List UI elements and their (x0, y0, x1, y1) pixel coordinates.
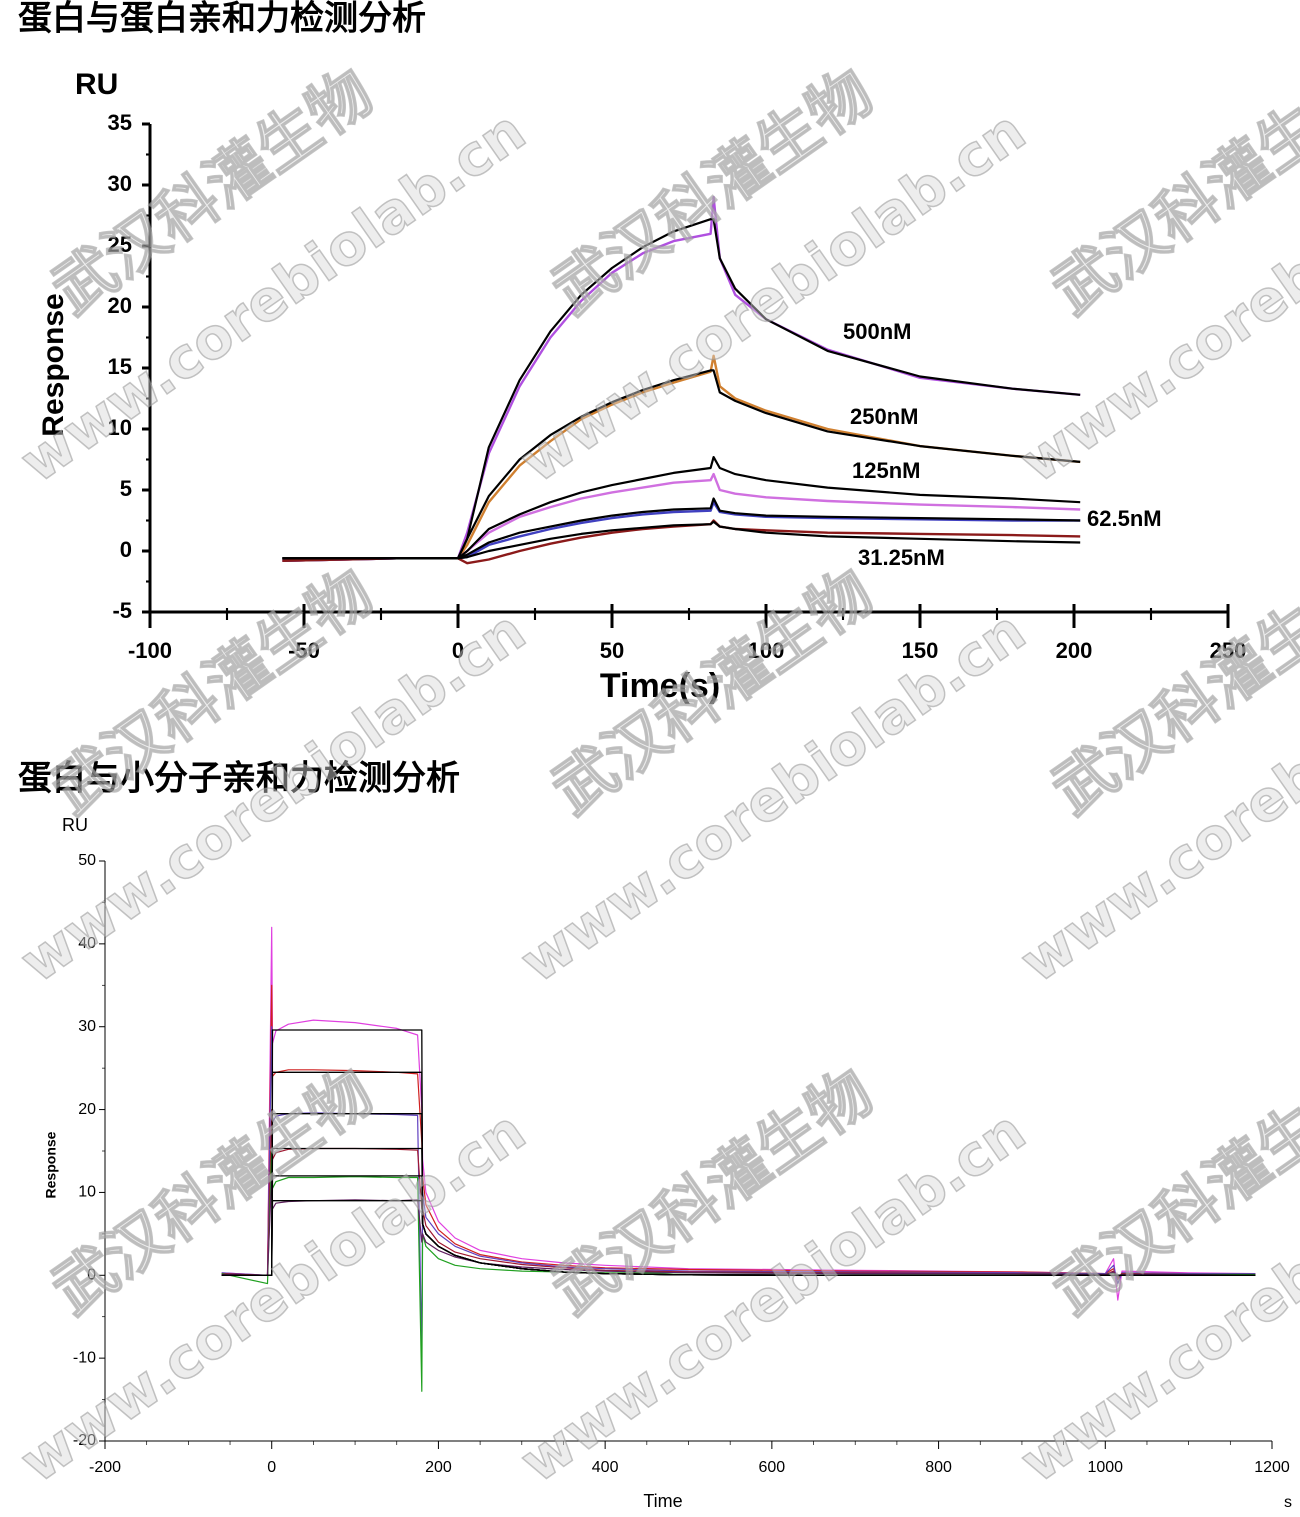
series-label: 31.25nM (858, 545, 945, 570)
x-tick-label: 100 (748, 638, 785, 663)
data-line (282, 472, 1081, 562)
chart-title: 蛋白与蛋白亲和力检测分析 (18, 0, 426, 39)
y-tick-label: 35 (108, 110, 132, 135)
x-axis-label: Time (643, 1491, 682, 1511)
fit-line (282, 369, 1081, 560)
series-label: 250nM (850, 404, 918, 429)
y-tick-label: 30 (108, 171, 132, 196)
y-tick-label: 20 (78, 1101, 96, 1118)
data-line (221, 1026, 1256, 1359)
y-tick-label: 20 (108, 293, 132, 318)
x-tick-label: 1000 (1087, 1459, 1123, 1476)
data-line (282, 519, 1081, 565)
x-tick-label: 200 (1056, 638, 1093, 663)
x-tick-label: -100 (128, 638, 172, 663)
y-unit: RU (62, 815, 88, 835)
y-axis-label: Response (43, 1131, 59, 1198)
fit-line (282, 520, 1081, 560)
y-tick-label: 10 (108, 415, 132, 440)
data-line (282, 501, 1081, 562)
fit-line (282, 456, 1081, 560)
y-tick-label: 25 (108, 232, 132, 257)
x-unit: s (1284, 1494, 1292, 1511)
fit-line (282, 218, 1081, 560)
chart-title: 蛋白与小分子亲和力检测分析 (18, 759, 460, 799)
data-line (221, 1175, 1256, 1278)
x-tick-label: 150 (902, 638, 939, 663)
x-tick-label: 800 (925, 1459, 952, 1476)
y-tick-label: 5 (120, 476, 132, 501)
y-tick-label: 30 (78, 1018, 96, 1035)
x-tick-label: -200 (89, 1459, 121, 1476)
y-tick-label: -20 (73, 1432, 96, 1449)
y-tick-label: -10 (73, 1349, 96, 1366)
data-line (221, 926, 1256, 1301)
data-line (282, 354, 1081, 562)
x-tick-label: 0 (267, 1459, 276, 1476)
series-label: 500nM (843, 319, 911, 344)
y-tick-label: 0 (120, 537, 132, 562)
fit-line (221, 1200, 1256, 1276)
y-axis-label: Response (37, 293, 70, 436)
x-tick-label: 50 (600, 638, 624, 663)
x-tick-label: 600 (759, 1459, 786, 1476)
x-tick-label: -50 (288, 638, 320, 663)
fit-line (282, 497, 1081, 560)
chart: -20 -10 0 10 20 30 40 50 -200 0 200 400 600 800 1000 12… (73, 852, 1290, 1476)
y-unit: RU (75, 68, 118, 101)
data-line (221, 984, 1256, 1280)
x-axis-label: Time(s) (600, 667, 720, 705)
y-tick-label: 15 (108, 354, 132, 379)
x-tick-label: 400 (592, 1459, 619, 1476)
y-tick-label: 50 (78, 852, 96, 869)
y-tick-label: 40 (78, 935, 96, 952)
y-tick-label: 0 (87, 1267, 96, 1284)
series-label: 125nM (852, 458, 920, 483)
x-tick-label: 200 (425, 1459, 452, 1476)
x-tick-label: 250 (1210, 638, 1247, 663)
y-tick-label: 10 (78, 1184, 96, 1201)
y-tick-label: -5 (112, 598, 132, 623)
x-tick-label: 1200 (1254, 1459, 1290, 1476)
x-tick-label: 0 (452, 638, 464, 663)
series-label: 62.5nM (1087, 506, 1162, 531)
